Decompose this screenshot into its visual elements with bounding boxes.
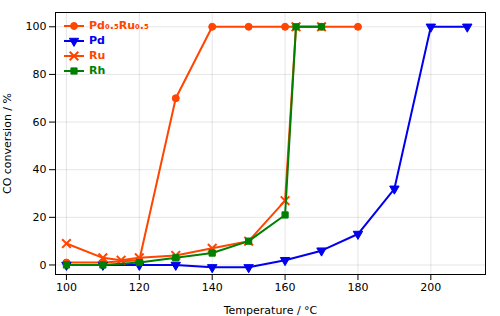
svg-text:200: 200 <box>420 281 441 294</box>
svg-text:60: 60 <box>33 116 47 129</box>
svg-text:0: 0 <box>40 258 47 271</box>
svg-text:Temperature / °C: Temperature / °C <box>223 304 318 316</box>
svg-text:140: 140 <box>202 281 223 294</box>
svg-text:80: 80 <box>33 68 47 81</box>
html-text:Rh: Rh <box>89 64 106 77</box>
svg-text:180: 180 <box>347 281 368 294</box>
svg-text:100: 100 <box>56 281 77 294</box>
svg-text:20: 20 <box>33 211 47 224</box>
svg-text:100: 100 <box>26 20 47 33</box>
html-text:Pd₀.₅Ru₀.₅: Pd₀.₅Ru₀.₅ <box>89 19 149 32</box>
html-text:Ru: Ru <box>89 49 106 62</box>
svg-text:120: 120 <box>129 281 150 294</box>
svg-text:160: 160 <box>275 281 296 294</box>
svg-text:40: 40 <box>33 163 47 176</box>
svg-text:CO conversion / %: CO conversion / % <box>1 93 14 194</box>
html-text:Pd: Pd <box>89 34 105 47</box>
